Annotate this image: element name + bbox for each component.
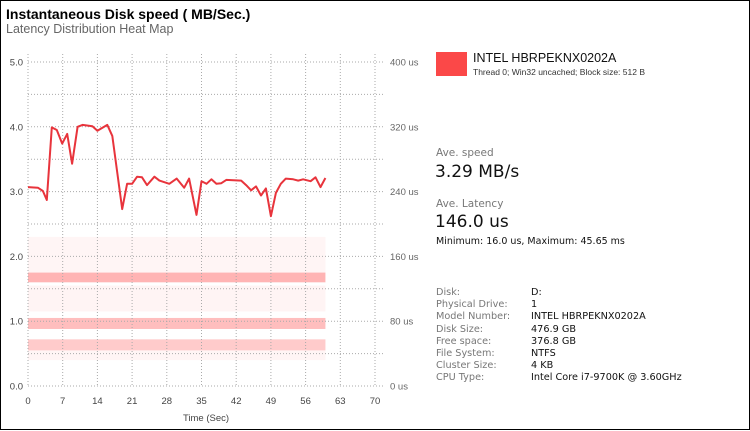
latency-heatmap	[28, 236, 326, 361]
chart-title: Instantaneous Disk speed ( MB/Sec.)	[6, 6, 251, 22]
legend-description: Thread 0; Win32 uncached; Block size: 51…	[473, 67, 645, 77]
info-value: INTEL HBRPEKNX0202A	[531, 311, 646, 323]
y-tick-label: 3.0	[10, 187, 23, 198]
x-tick-label: 21	[127, 396, 138, 407]
info-row-file-system: File System: NTFS	[436, 348, 682, 360]
heatmap-band	[28, 272, 326, 283]
y2-tick-label: 320 us	[390, 122, 419, 133]
chart-grid	[27, 54, 384, 387]
info-key: CPU Type:	[436, 372, 485, 384]
axis-ticks: 0 7 14 21 28 35 42 49 56 63 70 0.0 1.0 2.0 3.0 4.0 5.0 0 …	[10, 58, 419, 408]
info-row-free-space: Free space: 376.8 GB	[436, 336, 682, 348]
chart-subtitle: Latency Distribution Heat Map	[6, 22, 174, 36]
legend-swatch	[436, 52, 467, 76]
y-tick-label: 1.0	[10, 317, 23, 328]
info-value: 476.9 GB	[531, 323, 576, 335]
x-tick-label: 14	[92, 396, 103, 407]
avg-speed-label: Ave. speed	[436, 147, 494, 159]
x-tick-label: 63	[335, 396, 346, 407]
x-tick-label: 28	[162, 396, 173, 407]
info-row-disk: Disk: D:	[436, 287, 682, 299]
x-tick-label: 35	[196, 396, 207, 407]
avg-speed-value: 3.29 MB/s	[435, 162, 520, 182]
y2-tick-label: 0 us	[390, 382, 408, 393]
info-value: NTFS	[531, 348, 556, 360]
info-row-cluster-size: Cluster Size: 4 KB	[436, 360, 682, 372]
x-tick-label: 70	[370, 396, 381, 407]
disk-info-table: Disk: D: Physical Drive: 1 Model Number: IN…	[436, 287, 682, 385]
info-key: File System:	[436, 348, 495, 360]
latency-min-max: Minimum: 16.0 us, Maximum: 45.65 ms	[436, 236, 625, 247]
heatmap-band	[28, 285, 326, 312]
y-tick-label: 2.0	[10, 252, 23, 263]
speed-series-line	[27, 123, 327, 218]
heatmap-band	[28, 339, 326, 351]
info-key: Disk:	[436, 287, 461, 298]
x-axis-label: Time (Sec)	[183, 413, 229, 424]
heatmap-band	[28, 317, 326, 329]
x-tick-label: 0	[25, 396, 30, 407]
y2-tick-label: 160 us	[390, 252, 419, 263]
info-row-disk-size: Disk Size: 476.9 GB	[436, 324, 682, 336]
x-tick-label: 42	[231, 396, 242, 407]
series-lines	[27, 123, 327, 218]
heatmap-band	[28, 350, 326, 361]
y2-tick-label: 400 us	[390, 58, 419, 69]
legend-drive-name: INTEL HBRPEKNX0202A	[473, 51, 617, 65]
y-tick-label: 0.0	[10, 382, 23, 393]
info-value: 4 KB	[531, 360, 554, 372]
info-key: Free space:	[436, 335, 492, 347]
x-tick-label: 56	[300, 396, 311, 407]
info-key: Disk Size:	[436, 323, 484, 335]
info-key: Cluster Size:	[436, 360, 497, 372]
info-row-physical-drive: Physical Drive: 1	[436, 299, 682, 311]
info-key: Model Number:	[436, 311, 511, 323]
info-row-cpu-type: CPU Type: Intel Core i7-9700K @ 3.60GHz	[436, 372, 682, 384]
avg-latency-label: Ave. Latency	[436, 198, 504, 210]
x-tick-label: 7	[60, 396, 65, 407]
speed-chart: 0 7 14 21 28 35 42 49 56 63 70 0.0 1.0 2.0 3.0 4.0 5.0 0 …	[10, 54, 419, 424]
info-value: D:	[531, 287, 542, 298]
avg-latency-value: 146.0 us	[435, 212, 509, 232]
info-value: Intel Core i7-9700K @ 3.60GHz	[531, 372, 682, 384]
x-tick-label: 49	[266, 396, 277, 407]
info-value: 376.8 GB	[531, 335, 576, 347]
y2-tick-label: 80 us	[390, 317, 413, 328]
y-tick-label: 4.0	[10, 122, 23, 133]
info-row-model-number: Model Number: INTEL HBRPEKNX0202A	[436, 311, 682, 323]
info-key: Physical Drive:	[436, 299, 508, 311]
info-value: 1	[531, 299, 538, 311]
y2-tick-label: 240 us	[390, 187, 419, 198]
y-tick-label: 5.0	[10, 58, 23, 69]
heatmap-band	[28, 236, 326, 273]
